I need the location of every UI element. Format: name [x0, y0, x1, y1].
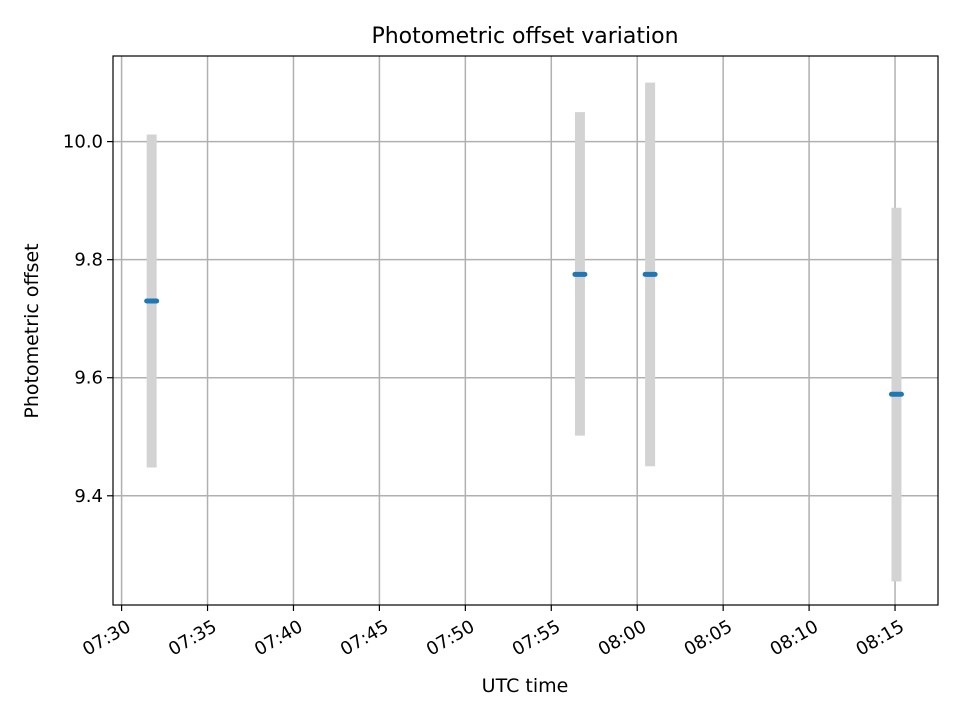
- y-axis-label: Photometric offset: [21, 243, 43, 418]
- y-tick-label: 9.4: [74, 486, 103, 507]
- y-tick-label: 9.8: [74, 250, 103, 271]
- x-tick-label: 08:00: [595, 616, 650, 660]
- chart-title: Photometric offset variation: [371, 24, 678, 49]
- x-tick-label: 07:40: [251, 616, 306, 660]
- y-tick-label: 10.0: [63, 132, 103, 153]
- x-tick-label: 07:55: [509, 616, 564, 660]
- x-tick-label: 07:50: [423, 616, 478, 660]
- y-ticks: 9.4 9.6 9.8 10.0: [63, 132, 113, 507]
- x-tick-label: 08:05: [681, 616, 736, 660]
- x-tick-label: 07:30: [79, 616, 134, 660]
- x-tick-label: 07:45: [337, 616, 392, 660]
- grid: [113, 56, 938, 605]
- x-tick-label: 08:15: [853, 616, 908, 660]
- y-tick-label: 9.6: [74, 368, 103, 389]
- error-bars: [146, 82, 902, 582]
- data-markers: [144, 271, 904, 397]
- plot-frame: [112, 55, 939, 606]
- x-axis-label: UTC time: [482, 675, 569, 697]
- x-tick-label: 07:35: [165, 616, 220, 660]
- x-ticks: 07:30 07:35 07:40 07:45 07:50 07:55 08:00 08:05…: [79, 605, 908, 660]
- x-tick-label: 08:10: [767, 616, 822, 660]
